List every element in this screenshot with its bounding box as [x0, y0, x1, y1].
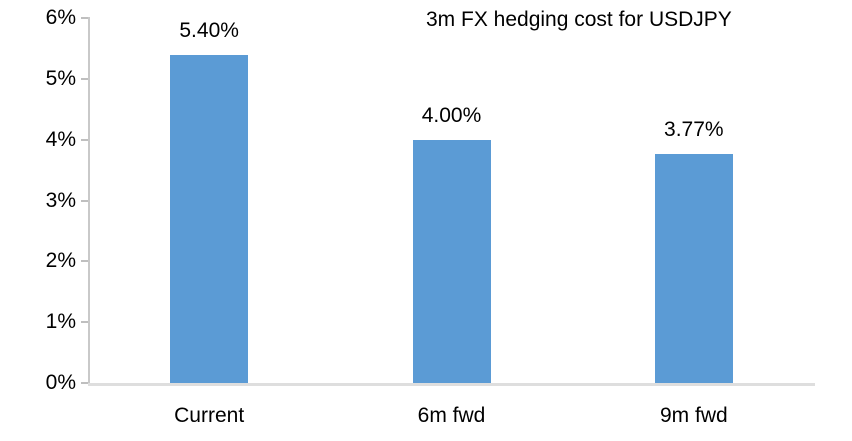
- y-axis-tick-label: 6%: [45, 6, 76, 29]
- y-axis-tick-label: 1%: [45, 310, 76, 334]
- bar-9m-fwd: [654, 153, 733, 383]
- y-axis-tick: [81, 382, 88, 384]
- y-axis-line: [88, 17, 90, 386]
- data-label: 5.40%: [179, 18, 239, 42]
- y-axis-tick: [81, 17, 88, 19]
- category-label: 6m fwd: [417, 404, 486, 427]
- y-axis-tick-label: 5%: [45, 66, 76, 90]
- y-axis-tick-label: 2%: [45, 249, 76, 273]
- y-axis-tick: [81, 260, 88, 263]
- category-label: 9m fwd: [659, 404, 728, 427]
- y-axis-tick: [81, 199, 88, 202]
- y-axis-tick: [81, 77, 88, 80]
- data-label: 3.77%: [664, 117, 724, 141]
- data-label: 4.00%: [421, 103, 482, 127]
- y-axis-tick-label: 4%: [45, 127, 76, 151]
- y-axis-tick: [81, 138, 88, 141]
- y-axis-tick-label: 0%: [45, 371, 76, 394]
- bar-current: [170, 54, 249, 383]
- y-axis-tick: [81, 321, 88, 324]
- category-label: Current: [174, 404, 245, 427]
- x-axis-line: [88, 383, 815, 386]
- chart-title: 3m FX hedging cost for USDJPY: [426, 8, 732, 31]
- bar-6m-fwd: [412, 139, 491, 383]
- y-axis-tick-label: 3%: [45, 188, 76, 212]
